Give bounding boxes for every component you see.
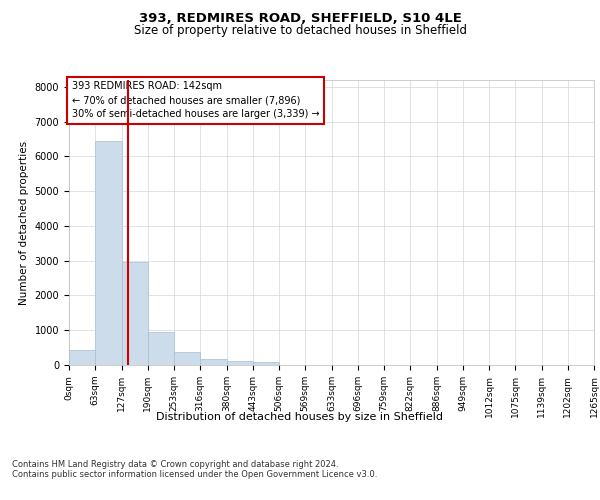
Bar [253, 362, 279, 365]
Bar [227, 361, 253, 365]
Text: 393, REDMIRES ROAD, SHEFFIELD, S10 4LE: 393, REDMIRES ROAD, SHEFFIELD, S10 4LE [139, 12, 461, 26]
Bar [122, 262, 148, 365]
Bar [174, 352, 200, 365]
Bar [95, 141, 122, 365]
Y-axis label: Number of detached properties: Number of detached properties [19, 140, 29, 304]
Bar [69, 350, 95, 365]
Bar [148, 332, 174, 365]
Text: Distribution of detached houses by size in Sheffield: Distribution of detached houses by size … [157, 412, 443, 422]
Bar [200, 359, 227, 365]
Text: Contains public sector information licensed under the Open Government Licence v3: Contains public sector information licen… [12, 470, 377, 479]
Text: Contains HM Land Registry data © Crown copyright and database right 2024.: Contains HM Land Registry data © Crown c… [12, 460, 338, 469]
Text: Size of property relative to detached houses in Sheffield: Size of property relative to detached ho… [133, 24, 467, 37]
Text: 393 REDMIRES ROAD: 142sqm
← 70% of detached houses are smaller (7,896)
30% of se: 393 REDMIRES ROAD: 142sqm ← 70% of detac… [71, 82, 319, 120]
